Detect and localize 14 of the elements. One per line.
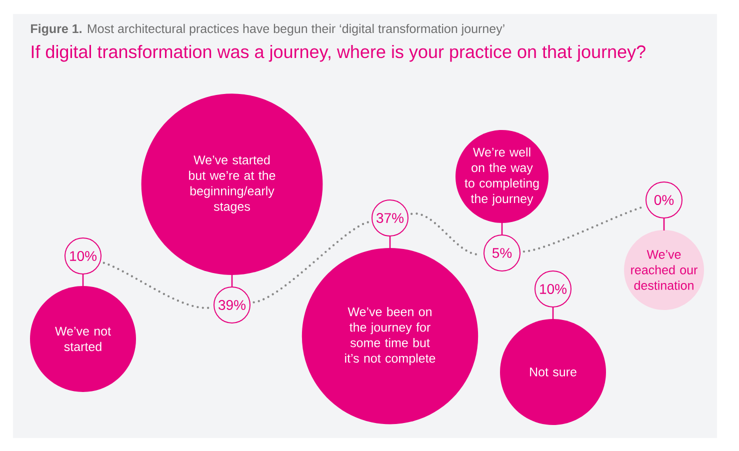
data-label: 5% — [492, 248, 512, 258]
category-label: We’ve reached our destination — [631, 250, 698, 290]
text: If digital transformation was a journey, where is your practice on that journey? — [32, 44, 646, 62]
category-label: Not sure — [530, 368, 576, 376]
data-label: 0% — [654, 195, 674, 205]
category-label: We’ve started but we’re at the beginning/early stages — [189, 155, 276, 214]
data-label: 37% — [376, 213, 404, 223]
text: Figure 1. Most architectural practices have begun their ‘digital transformation journey’ — [31, 24, 504, 36]
data-label: 10% — [70, 251, 97, 261]
category-label: We’ve been on the journey for some time but it’s not complete — [345, 307, 436, 366]
category-label: We’ve not started — [55, 326, 111, 352]
category-label: We’re well on the way to completing the journey — [464, 147, 539, 206]
data-label: 10% — [540, 284, 567, 294]
data-label: 39% — [218, 300, 246, 310]
